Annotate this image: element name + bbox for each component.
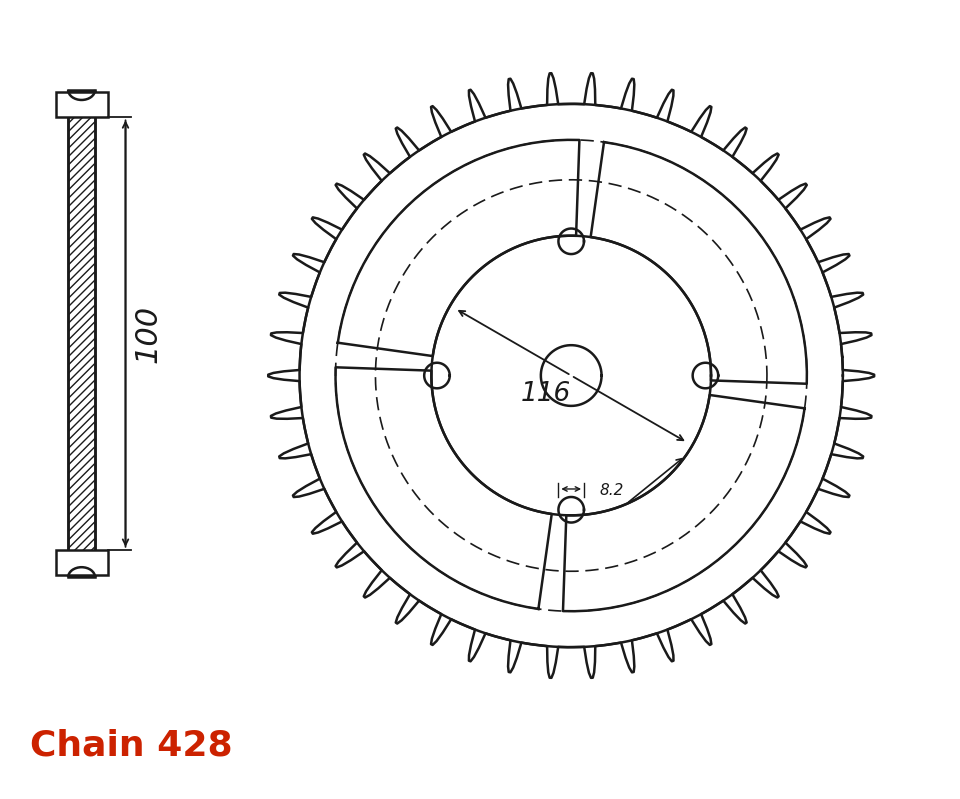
Polygon shape xyxy=(563,395,804,611)
Bar xyxy=(68,92,95,575)
Polygon shape xyxy=(590,142,806,384)
Text: 8.2: 8.2 xyxy=(599,483,624,499)
Bar xyxy=(56,92,108,117)
Text: 116: 116 xyxy=(521,380,571,407)
Bar xyxy=(68,92,95,575)
Text: Chain 428: Chain 428 xyxy=(30,728,232,762)
Polygon shape xyxy=(338,140,580,356)
Bar xyxy=(56,550,108,575)
Text: 100: 100 xyxy=(133,304,162,363)
Polygon shape xyxy=(336,368,552,609)
